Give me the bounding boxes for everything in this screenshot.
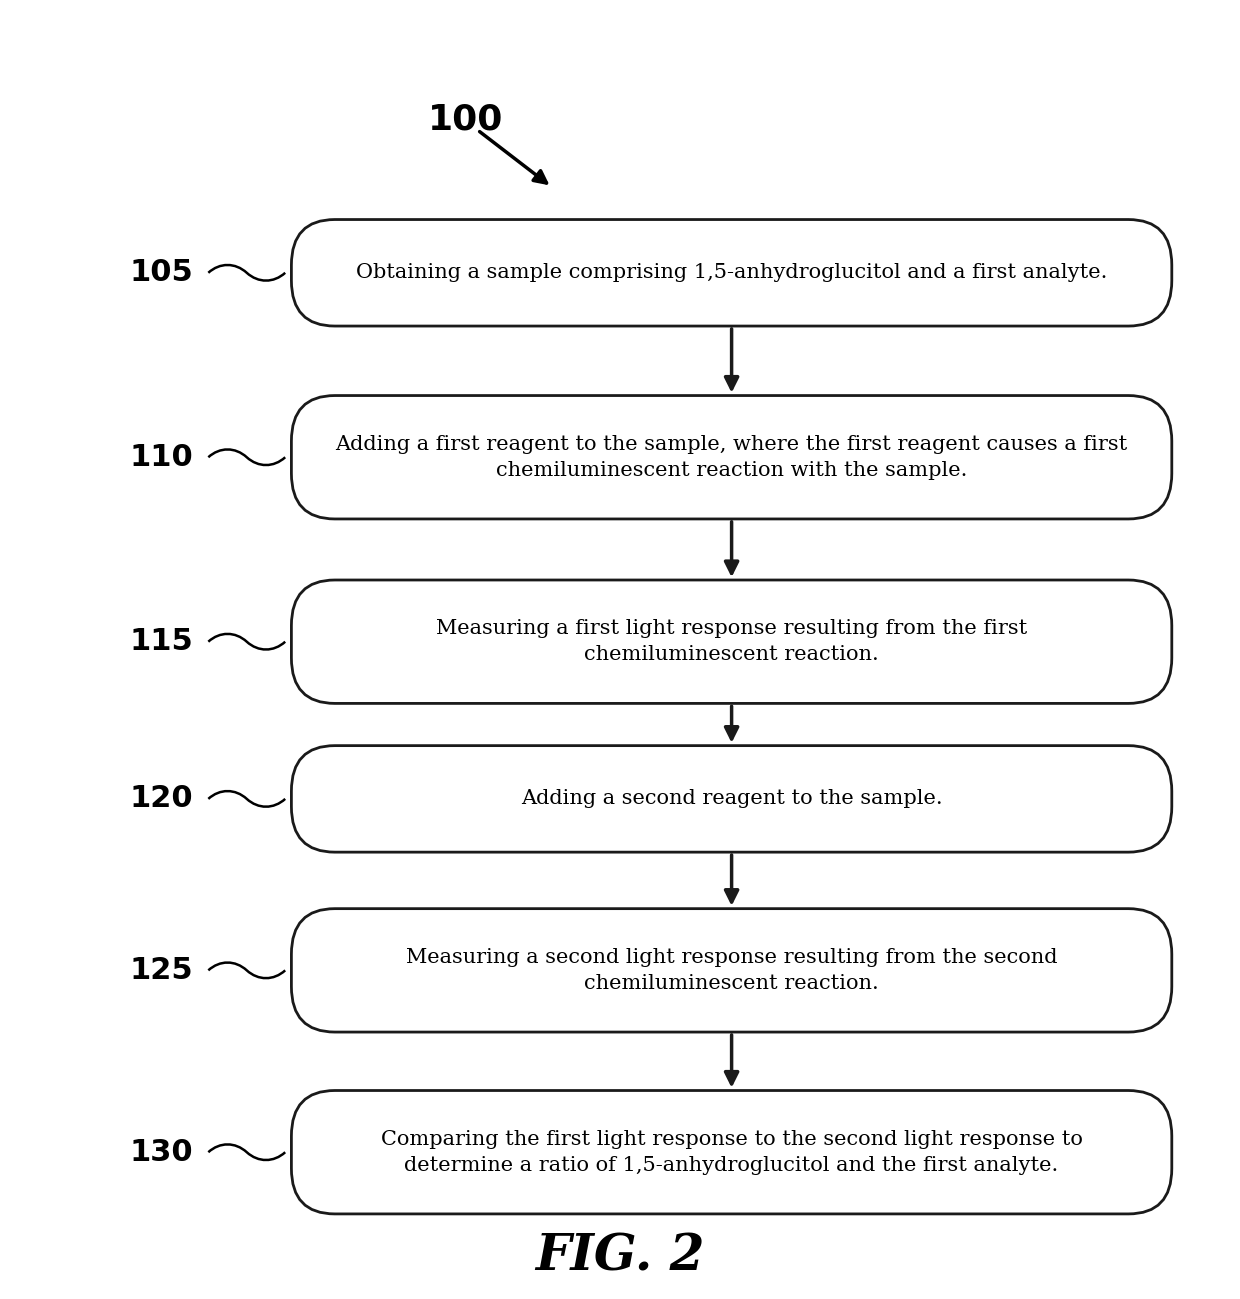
FancyBboxPatch shape bbox=[291, 746, 1172, 852]
Text: 100: 100 bbox=[428, 103, 503, 136]
FancyBboxPatch shape bbox=[291, 220, 1172, 326]
FancyBboxPatch shape bbox=[291, 1091, 1172, 1213]
Text: 120: 120 bbox=[129, 785, 193, 813]
Text: 105: 105 bbox=[129, 259, 193, 287]
Text: 130: 130 bbox=[129, 1138, 193, 1167]
Text: Measuring a second light response resulting from the second
chemiluminescent rea: Measuring a second light response result… bbox=[405, 948, 1058, 992]
FancyBboxPatch shape bbox=[291, 395, 1172, 518]
Text: 110: 110 bbox=[129, 443, 193, 472]
Text: FIG. 2: FIG. 2 bbox=[536, 1233, 704, 1282]
FancyBboxPatch shape bbox=[291, 909, 1172, 1031]
Text: 125: 125 bbox=[129, 956, 193, 985]
Text: Measuring a first light response resulting from the first
chemiluminescent react: Measuring a first light response resulti… bbox=[436, 620, 1027, 664]
Text: Obtaining a sample comprising 1,5-anhydroglucitol and a first analyte.: Obtaining a sample comprising 1,5-anhydr… bbox=[356, 264, 1107, 282]
Text: Adding a first reagent to the sample, where the first reagent causes a first
che: Adding a first reagent to the sample, wh… bbox=[336, 435, 1127, 479]
FancyBboxPatch shape bbox=[291, 579, 1172, 704]
Text: Comparing the first light response to the second light response to
determine a r: Comparing the first light response to th… bbox=[381, 1130, 1083, 1174]
Text: 115: 115 bbox=[129, 627, 193, 656]
Text: Adding a second reagent to the sample.: Adding a second reagent to the sample. bbox=[521, 790, 942, 808]
